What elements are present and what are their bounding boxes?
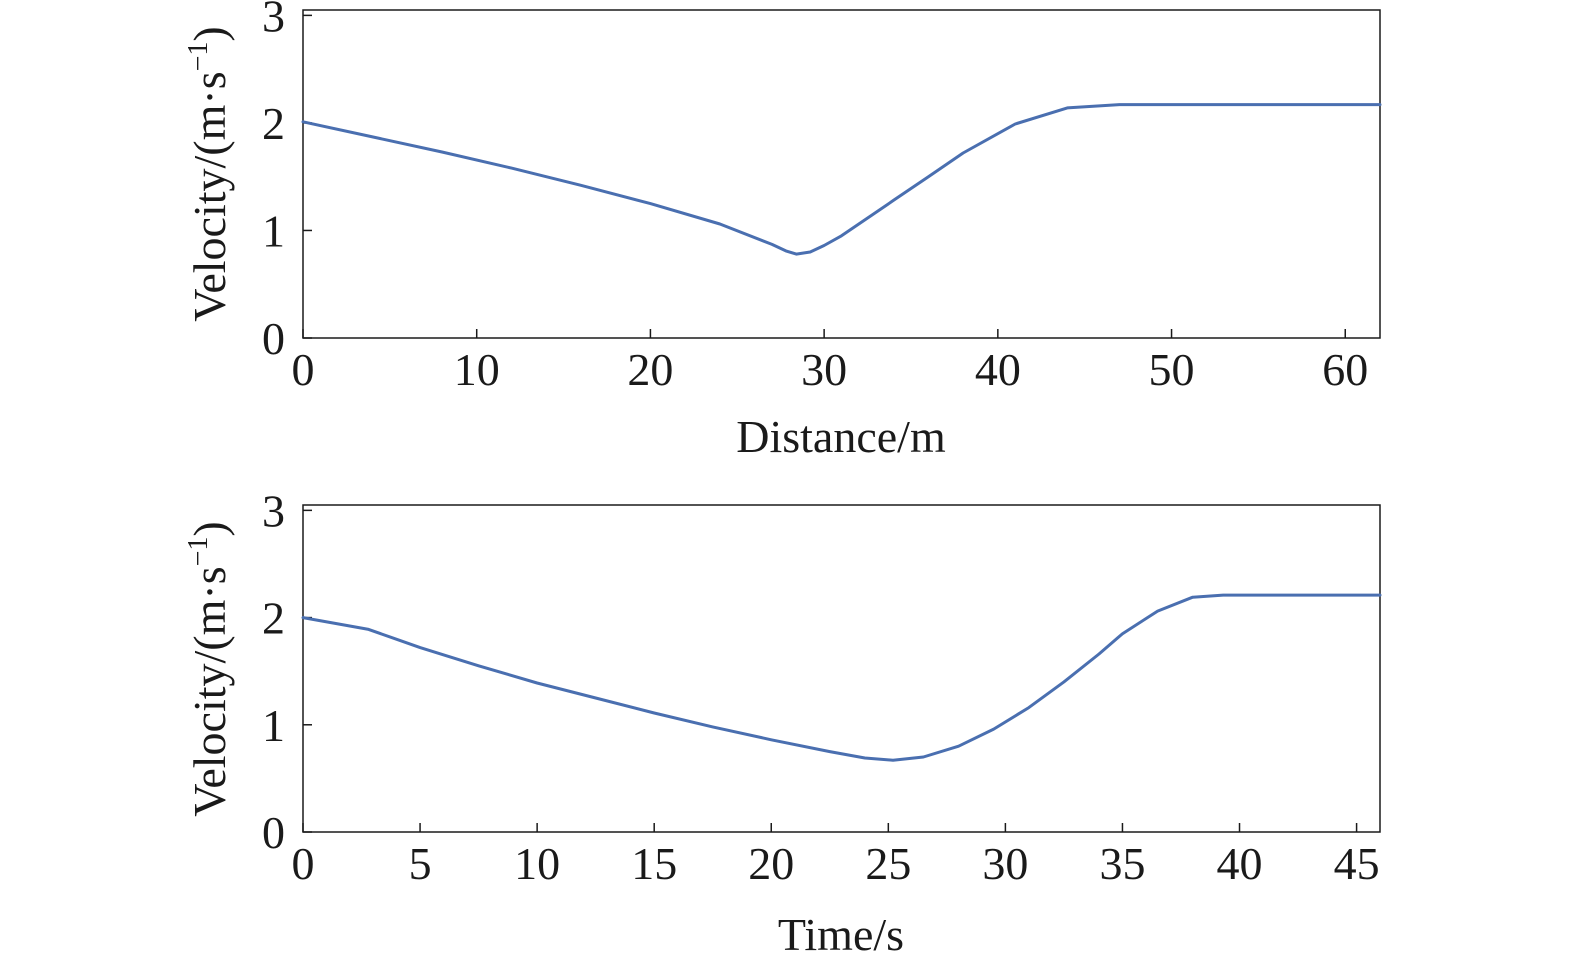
x-axis-label: Time/s bbox=[778, 909, 904, 960]
velocity-line bbox=[301, 593, 1382, 762]
x-tick-label: 10 bbox=[514, 838, 560, 889]
y-tick-label: 0 bbox=[262, 807, 285, 858]
tick-labels: 0 10 20 30 40 50 60 0 1 2 3 bbox=[262, 0, 1368, 395]
x-tick-label: 20 bbox=[627, 344, 673, 395]
plot-frame bbox=[302, 9, 1381, 339]
y-axis-label-superscript: −1 bbox=[183, 42, 214, 72]
x-tick-label: 30 bbox=[801, 344, 847, 395]
x-tick-label: 35 bbox=[1099, 838, 1145, 889]
ticks bbox=[302, 14, 1347, 339]
x-tick-label: 25 bbox=[865, 838, 911, 889]
y-axis-label: Velocity/(m·s−1) bbox=[183, 521, 235, 817]
x-tick-label: 0 bbox=[292, 344, 315, 395]
x-tick-label: 0 bbox=[292, 838, 315, 889]
x-tick-label: 40 bbox=[975, 344, 1021, 395]
x-tick-label: 45 bbox=[1334, 838, 1380, 889]
velocity-line bbox=[301, 103, 1382, 256]
y-tick-label: 2 bbox=[262, 98, 285, 149]
y-axis-label-superscript: −1 bbox=[183, 537, 214, 567]
plot-frame bbox=[302, 504, 1381, 833]
ticks bbox=[302, 509, 1358, 833]
x-tick-label: 60 bbox=[1322, 344, 1368, 395]
x-tick-label: 40 bbox=[1217, 838, 1263, 889]
x-tick-label: 20 bbox=[748, 838, 794, 889]
x-tick-label: 30 bbox=[982, 838, 1028, 889]
y-axis-label-text: Velocity/(m·s bbox=[184, 566, 235, 816]
x-tick-label: 5 bbox=[409, 838, 432, 889]
y-tick-label: 2 bbox=[262, 593, 285, 644]
time-velocity-chart: 0 5 10 15 20 25 30 35 40 45 0 1 2 3 Time/s Velocity/(… bbox=[183, 485, 1382, 960]
y-tick-label: 1 bbox=[262, 205, 285, 256]
y-axis-label: Velocity/(m·s−1) bbox=[183, 26, 235, 322]
y-tick-label: 3 bbox=[262, 0, 285, 41]
y-axis-label-close: ) bbox=[184, 26, 235, 41]
y-tick-label: 3 bbox=[262, 485, 285, 536]
tick-labels: 0 5 10 15 20 25 30 35 40 45 0 1 2 3 bbox=[262, 485, 1380, 889]
y-tick-label: 0 bbox=[262, 313, 285, 364]
x-tick-label: 50 bbox=[1149, 344, 1195, 395]
y-axis-label-close: ) bbox=[184, 521, 235, 536]
y-tick-label: 1 bbox=[262, 700, 285, 751]
x-tick-label: 10 bbox=[454, 344, 500, 395]
y-axis-label-text: Velocity/(m·s bbox=[184, 71, 235, 321]
x-tick-label: 15 bbox=[631, 838, 677, 889]
distance-velocity-chart: 0 10 20 30 40 50 60 0 1 2 3 Distance/m Velocity/(m… bbox=[183, 0, 1382, 462]
x-axis-label: Distance/m bbox=[736, 411, 946, 462]
